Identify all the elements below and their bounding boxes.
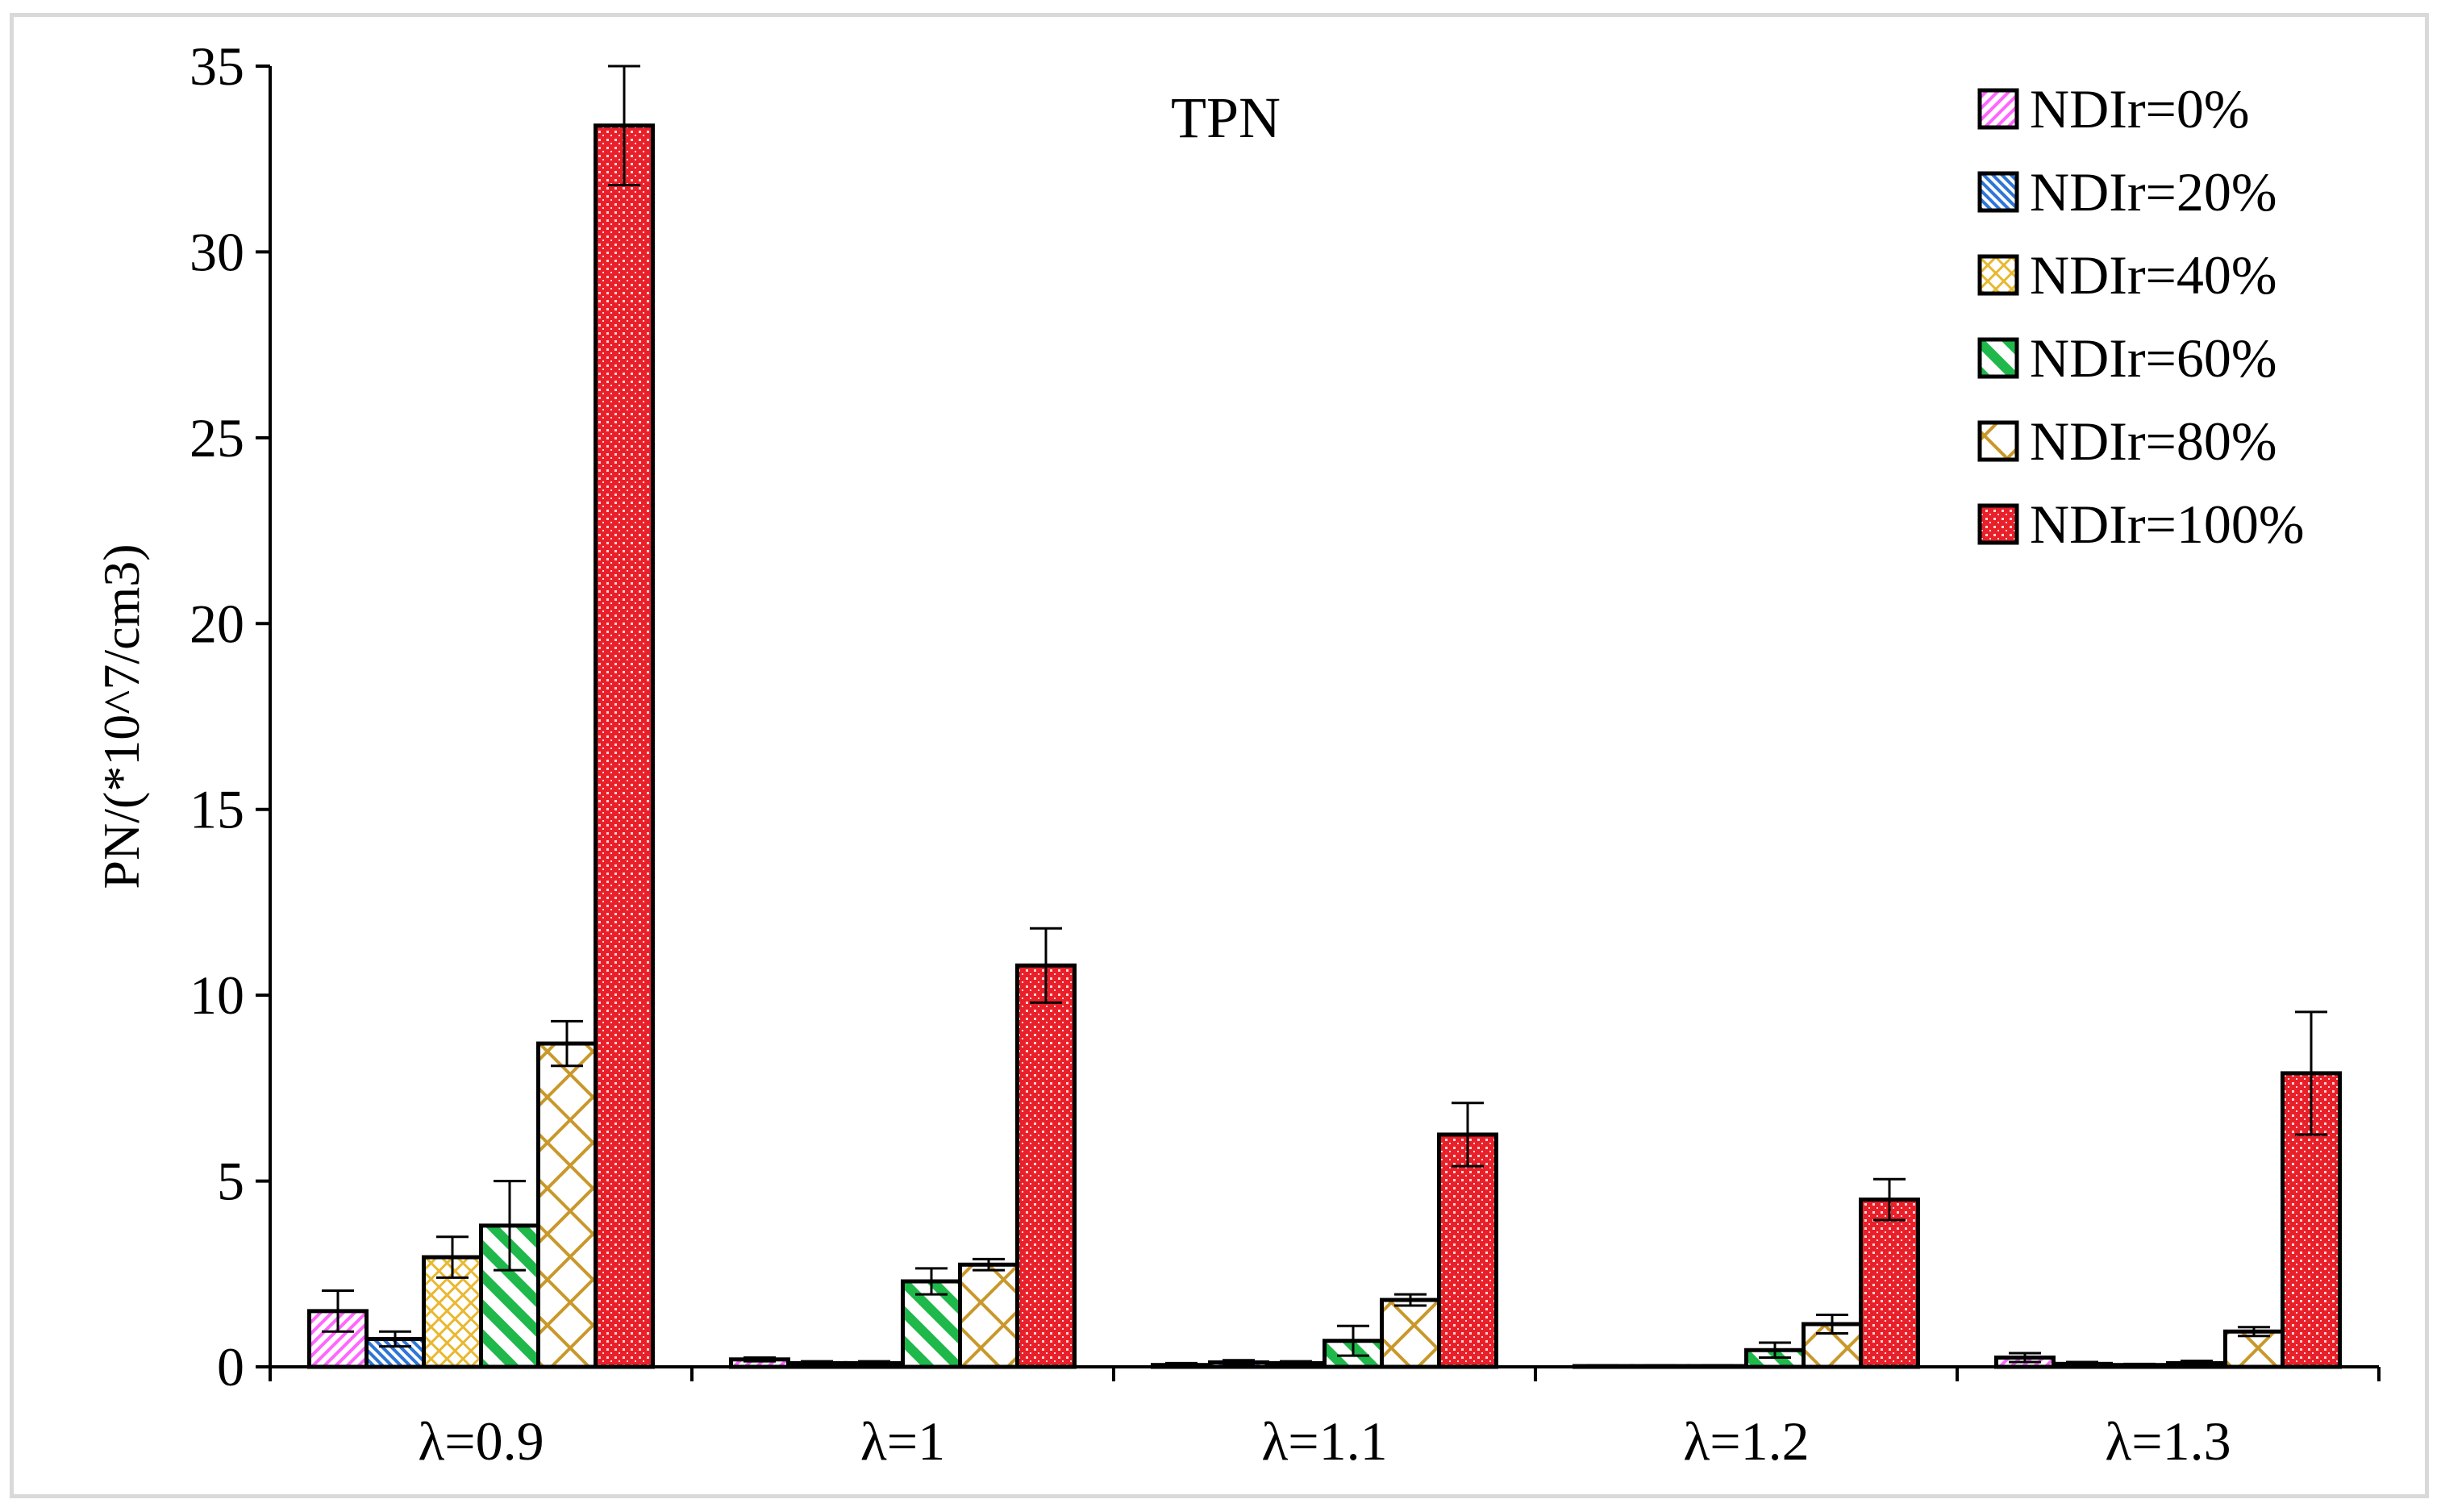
legend-label: NDIr=100% (2030, 494, 2305, 555)
legend-label: NDIr=0% (2030, 78, 2250, 140)
bar[interactable] (958, 1262, 1019, 1369)
bar[interactable] (1859, 1198, 1920, 1369)
y-tick-label: 35 (190, 35, 244, 97)
y-tick-label: 20 (190, 593, 244, 654)
y-tick-label: 15 (190, 779, 244, 840)
bar[interactable] (536, 1041, 598, 1369)
legend-swatch (1977, 337, 2019, 379)
x-tick-label: λ=1.1 (1261, 1410, 1387, 1472)
legend-label: NDIr=20% (2030, 161, 2277, 223)
bar[interactable] (1015, 963, 1077, 1369)
legend-label: NDIr=80% (2030, 410, 2277, 472)
legend-swatch (1977, 503, 2019, 545)
x-tick-label: λ=1 (860, 1410, 945, 1472)
y-tick-label: 0 (217, 1336, 244, 1397)
legend-label: NDIr=60% (2030, 327, 2277, 389)
y-tick-label: 5 (217, 1151, 244, 1212)
legend-swatch (1977, 254, 2019, 296)
x-tick-label: λ=1.3 (2105, 1410, 2231, 1472)
bar[interactable] (594, 123, 655, 1369)
y-tick-label: 30 (190, 221, 244, 282)
chart-frame (10, 13, 2429, 1498)
y-axis-label: PN/(*10^7/cm3) (93, 544, 150, 889)
y-tick-label: 25 (190, 407, 244, 469)
legend-swatch (1977, 171, 2019, 213)
legend-swatch (1977, 88, 2019, 130)
y-tick-label: 10 (190, 964, 244, 1026)
bar[interactable] (1437, 1132, 1498, 1369)
legend-swatch (1977, 420, 2019, 462)
legend-label: NDIr=40% (2030, 244, 2277, 306)
bar[interactable] (1380, 1297, 1441, 1369)
x-tick-label: λ=0.9 (418, 1410, 544, 1472)
chart-title: TPN (1171, 85, 1281, 150)
x-tick-label: λ=1.2 (1683, 1410, 1809, 1472)
